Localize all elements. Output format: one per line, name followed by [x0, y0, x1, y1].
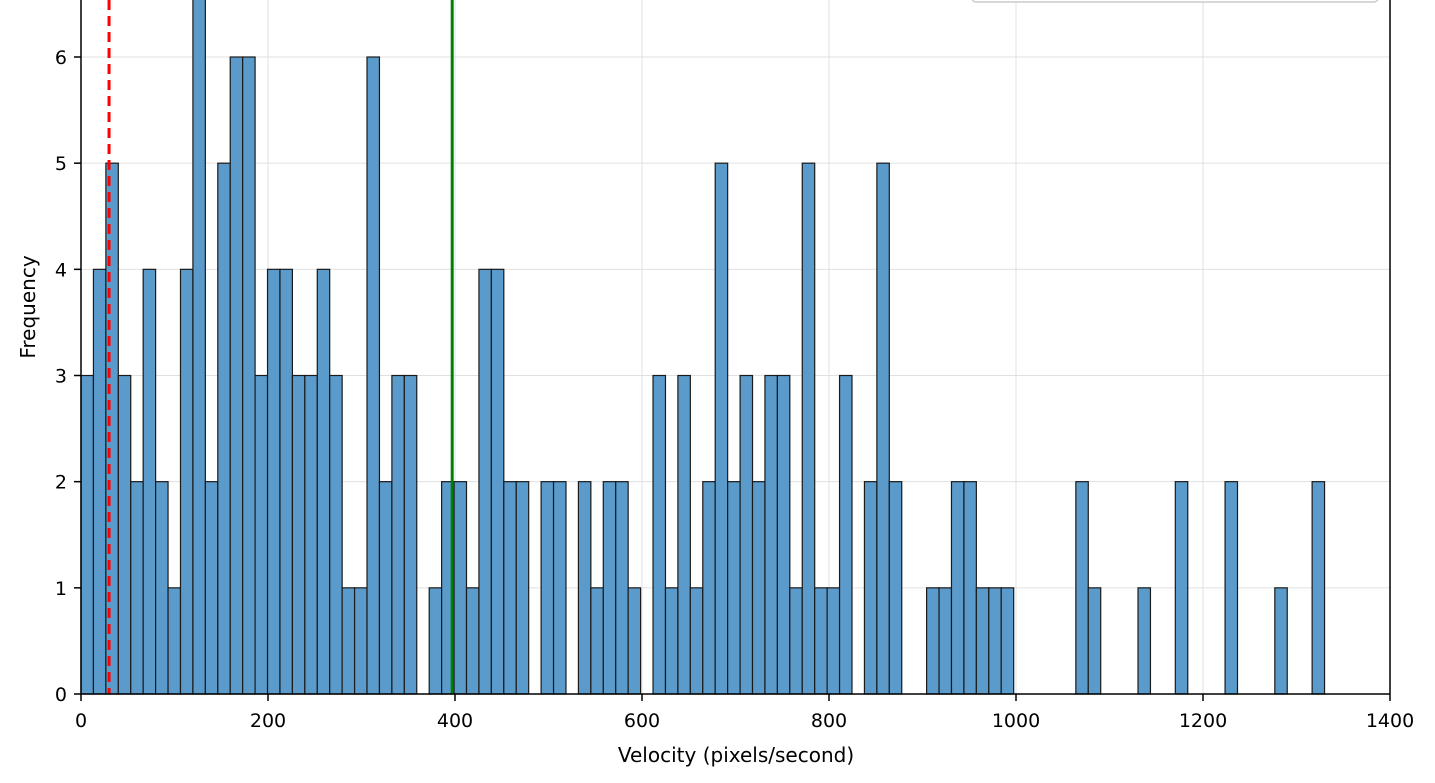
histogram-bar: [876, 162, 890, 695]
y-tick-label: 6: [55, 47, 67, 69]
histogram-bar: [814, 587, 828, 695]
histogram-bar: [80, 374, 95, 695]
histogram-bar: [1224, 481, 1239, 695]
reference-lines: [107, 0, 454, 694]
histogram-bar: [602, 481, 617, 695]
histogram-bar: [142, 268, 157, 695]
x-tick-label: 400: [437, 710, 473, 732]
histogram-bar: [391, 374, 405, 695]
histogram-bar: [1137, 587, 1152, 695]
histogram-bar: [677, 374, 691, 695]
histogram-bar: [1075, 481, 1089, 695]
histogram-bar: [366, 56, 381, 695]
legend-box: [971, 0, 1379, 3]
y-axis-label: Frequency: [16, 255, 40, 358]
x-tick-label: 0: [75, 710, 87, 732]
histogram-bar: [217, 162, 231, 695]
x-tick-label: 600: [624, 710, 660, 732]
histogram-bar: [503, 481, 517, 695]
histogram-bar: [739, 374, 754, 695]
histogram-bar: [652, 374, 667, 695]
y-tick-label: 4: [55, 259, 67, 281]
histogram-bar: [838, 374, 853, 695]
x-tick-label: 1400: [1366, 710, 1414, 732]
x-tick-label: 1000: [992, 710, 1040, 732]
x-tick-label: 200: [250, 710, 286, 732]
histogram-bar: [552, 481, 567, 695]
histogram-bar: [627, 587, 642, 695]
histogram-bar: [490, 268, 505, 695]
histogram-bar: [1274, 587, 1288, 695]
histogram-bar: [751, 481, 766, 695]
y-tick-label: 0: [55, 684, 67, 706]
x-axis-ticks: 0 200 400 600 800 1000 1200 1400: [75, 694, 1414, 732]
histogram-bar: [353, 587, 368, 695]
histogram-bar: [664, 587, 679, 695]
histogram-bar: [1087, 587, 1102, 695]
histogram-bar: [428, 587, 443, 695]
histogram-bar: [826, 587, 841, 695]
histogram-bar: [378, 481, 393, 695]
histogram-bar: [689, 587, 704, 695]
histogram-bar: [950, 481, 965, 695]
histogram-bar: [403, 374, 418, 695]
histogram-bar: [577, 481, 592, 695]
y-tick-label: 2: [55, 472, 67, 494]
histogram-bar: [167, 587, 182, 695]
histogram-bar: [117, 374, 132, 695]
histogram-bar: [702, 481, 716, 695]
plot-axes: [80, 0, 1391, 695]
histogram-bar: [291, 374, 306, 695]
histogram-bar: [453, 481, 468, 695]
histogram-bar: [515, 481, 530, 695]
histogram-bar: [329, 374, 343, 695]
histogram-bars: [80, 0, 1326, 695]
histogram-bar: [888, 481, 903, 695]
histogram-bar: [764, 374, 778, 695]
histogram-bar: [192, 0, 206, 695]
histogram-bar: [714, 162, 729, 695]
histogram-bar: [863, 481, 878, 695]
histogram-bar: [155, 481, 169, 695]
histogram-bar: [801, 162, 816, 695]
histogram-bar: [963, 481, 977, 695]
histogram-bar: [316, 268, 331, 695]
histogram-bar: [242, 56, 256, 695]
histogram-bar: [130, 481, 144, 695]
x-axis-label: Velocity (pixels/second): [618, 743, 854, 767]
histogram-bar: [590, 587, 604, 695]
y-tick-label: 5: [55, 153, 67, 175]
histogram-bar: [926, 587, 940, 695]
histogram-bar: [204, 481, 219, 695]
histogram-bar: [304, 374, 318, 695]
histogram-bar: [229, 56, 244, 695]
x-tick-label: 800: [811, 710, 847, 732]
histogram-bar: [254, 374, 269, 695]
y-tick-label: 1: [55, 578, 67, 600]
y-tick-label: 3: [55, 366, 67, 388]
y-axis-ticks: 0 1 2 3 4 5 6: [55, 47, 81, 706]
histogram-bar: [1000, 587, 1015, 695]
histogram-bar: [341, 587, 356, 695]
histogram-bar: [789, 587, 803, 695]
histogram-bar: [975, 587, 990, 695]
histogram-bar: [179, 268, 194, 695]
histogram-bar: [1311, 481, 1326, 695]
histogram-bar: [92, 268, 107, 695]
histogram-bar: [776, 374, 791, 695]
histogram-bar: [266, 268, 281, 695]
histogram-bar: [279, 268, 294, 695]
x-tick-label: 1200: [1179, 710, 1227, 732]
histogram-bar: [988, 587, 1002, 695]
histogram-bar: [540, 481, 555, 695]
histogram-bar: [478, 268, 492, 695]
histogram-bar: [727, 481, 741, 695]
histogram-bar: [938, 587, 953, 695]
histogram-bar: [465, 587, 480, 695]
histogram-bar: [615, 481, 629, 695]
histogram-bar: [1174, 481, 1189, 695]
